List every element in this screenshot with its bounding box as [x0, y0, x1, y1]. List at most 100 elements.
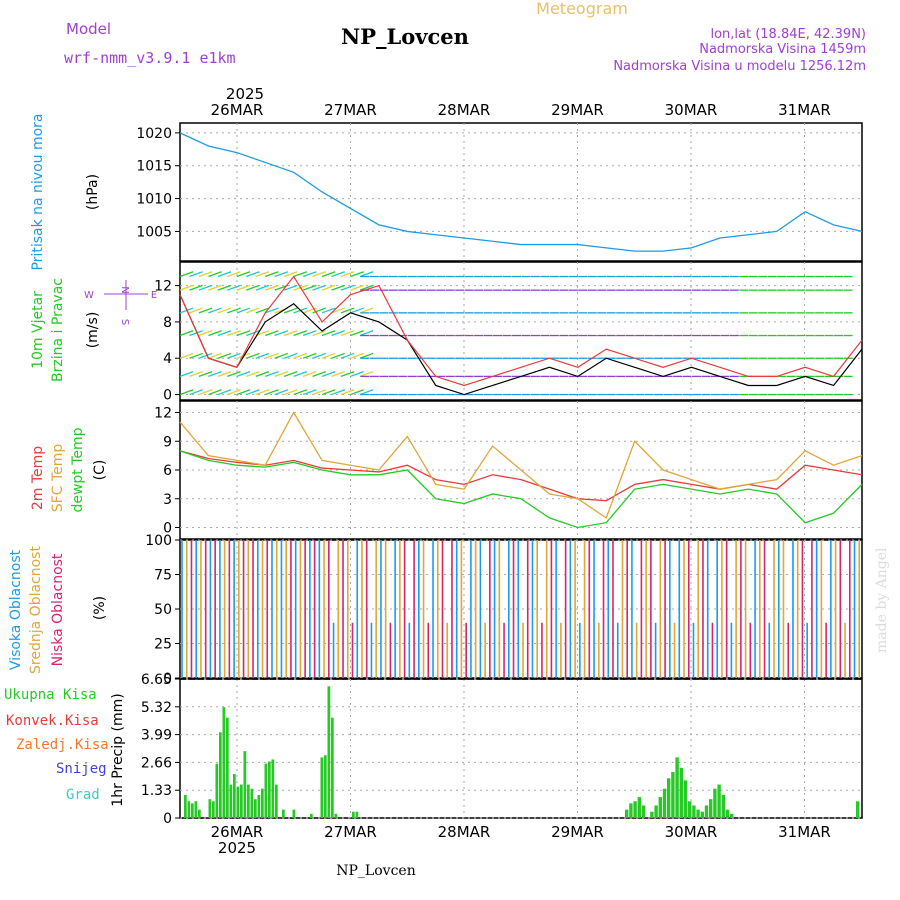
wind-barb — [255, 284, 270, 291]
precip-bar — [226, 717, 229, 818]
top-date-ticks: 26MAR 27MAR 28MAR 29MAR 30MAR 31MAR — [211, 101, 831, 119]
y-tick-label: 12 — [154, 279, 172, 295]
wind-barb — [293, 330, 308, 337]
precip-bar — [184, 795, 187, 818]
wind-barb — [227, 370, 241, 378]
y-tick-label: 0 — [163, 388, 172, 404]
wind-barb — [189, 307, 203, 314]
wind-barb — [331, 389, 345, 396]
wind-barb — [189, 284, 203, 291]
precip-bar — [629, 803, 633, 818]
y-tick-label: 6.65 — [141, 672, 172, 688]
y-tick-label: 1015 — [136, 159, 172, 175]
wind-barb — [217, 330, 232, 337]
wind-barb — [312, 370, 326, 378]
wind-barb — [350, 307, 364, 314]
y-tick-label: 5.32 — [141, 700, 172, 716]
year-label-bottom: 2025 — [218, 839, 256, 857]
precip-bar — [233, 774, 236, 818]
y-tick-label: 9 — [163, 434, 172, 450]
wind-barb — [283, 352, 298, 359]
wind-barb — [283, 389, 298, 396]
wind-barb — [321, 307, 336, 314]
precip-panel: 6.65 5.32 3.99 2.66 1.33 0 — [141, 672, 863, 827]
wind-barb — [359, 284, 374, 291]
compass-north: N — [119, 286, 130, 293]
wind-barb — [321, 271, 336, 278]
pressure-line — [179, 132, 863, 252]
wind-barb — [255, 307, 270, 314]
wind-barb — [331, 330, 345, 337]
precip-bar — [713, 788, 717, 818]
wind-barb — [255, 271, 270, 278]
model-elevation: Nadmorska Visina u modelu 1256.12m — [613, 59, 866, 74]
wind-barb — [302, 370, 317, 378]
wind-barb — [265, 370, 279, 378]
precip-bar — [721, 795, 725, 818]
temp-ylabel-dewpt: dewpt Temp — [70, 427, 86, 512]
precip-bar — [334, 813, 338, 818]
temperature-panel: 12 9 6 3 0 — [154, 400, 863, 540]
wind-barb — [217, 389, 232, 396]
station-coords: lon,lat (18.84E, 42.39N) — [710, 27, 866, 42]
precip-bars — [184, 686, 860, 818]
precip-bar — [730, 813, 734, 818]
wind-barb — [302, 389, 317, 396]
wind-barb — [246, 352, 260, 359]
y-tick-label: 2.66 — [141, 755, 172, 771]
wind-barbs — [179, 271, 853, 396]
wind-barb — [359, 352, 374, 359]
wind-barb — [198, 352, 213, 359]
wind-barb — [227, 271, 241, 278]
date-tick-bottom: 28MAR — [438, 823, 491, 841]
bottom-date-ticks: 26MAR 27MAR 28MAR 29MAR 30MAR 31MAR — [211, 823, 831, 841]
wind-barb — [312, 352, 326, 359]
wind-barb — [179, 330, 194, 337]
wind-barb — [198, 370, 213, 378]
model-label: Model — [66, 20, 111, 38]
precip-bar — [696, 809, 700, 818]
wind-barb — [198, 271, 213, 278]
wind-barb — [274, 271, 289, 278]
wind-barb — [359, 330, 374, 337]
wind-barb — [340, 271, 355, 278]
y-tick-label: 0 — [163, 521, 172, 537]
wind-barb — [321, 284, 336, 291]
wind-barb — [189, 330, 203, 337]
wind-barb — [208, 352, 222, 359]
watermark: made by Angel — [874, 547, 890, 653]
wind-barb — [179, 370, 194, 378]
precip-bar — [247, 784, 250, 818]
date-tick-top: 28MAR — [438, 101, 491, 119]
pressure-panel-frame — [179, 122, 863, 262]
wind-barb — [189, 352, 203, 359]
cloud-bars — [181, 540, 861, 678]
wind-barb — [208, 370, 222, 378]
precip-legend-hail: Grad — [66, 787, 100, 803]
precip-bar — [650, 811, 654, 818]
wind-barb — [208, 389, 222, 396]
wind-barb — [340, 330, 355, 337]
compass-south: S — [119, 319, 130, 325]
precip-bar — [625, 809, 629, 818]
wind-barb — [321, 389, 336, 396]
compass-east: E — [151, 290, 157, 301]
precip-bar — [320, 757, 324, 818]
precip-bar — [709, 799, 713, 818]
wind-barb — [179, 284, 194, 291]
wind-barb — [350, 352, 364, 359]
wind-barb — [208, 330, 222, 337]
date-tick-top: 31MAR — [778, 101, 831, 119]
wind-barb — [293, 271, 308, 278]
wind-barb — [189, 271, 203, 278]
precip-legend-conv: Konvek.Kisa — [6, 713, 99, 729]
cloud-unit: (%) — [92, 596, 108, 620]
y-tick-label: 25 — [154, 637, 172, 653]
precip-bar — [264, 763, 268, 818]
wind-barb — [217, 284, 232, 291]
wind-barb — [265, 307, 279, 314]
wind-barb — [350, 370, 364, 378]
wind-barb — [227, 389, 241, 396]
wind-barb — [283, 330, 298, 337]
wind-barb — [236, 389, 251, 396]
